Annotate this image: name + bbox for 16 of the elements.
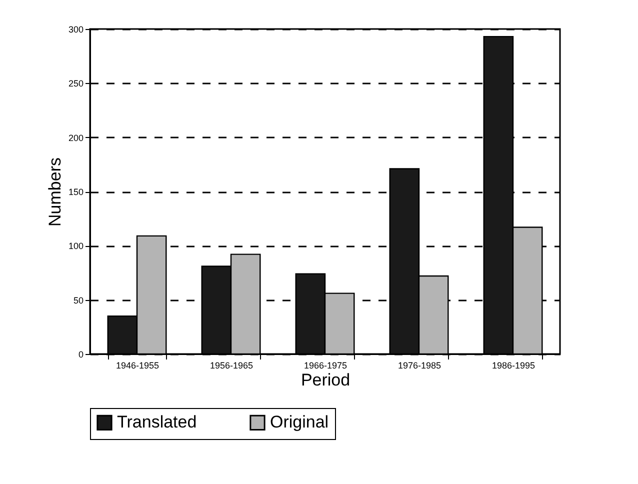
- legend-label: Translated: [117, 412, 197, 432]
- x-tick-label: 1956-1965: [210, 360, 254, 370]
- x-tick-label: 1946-1955: [116, 360, 160, 370]
- y-tick-label: 250: [68, 78, 84, 89]
- x-axis-title: Period: [300, 370, 350, 390]
- x-tick-label: 1986-1995: [492, 360, 536, 370]
- x-tick-label: 1966-1975: [304, 360, 348, 370]
- x-tick-label: 1976-1985: [398, 360, 442, 370]
- y-tick-label: 200: [68, 132, 84, 143]
- legend-label: Original: [270, 412, 329, 432]
- y-tick-label: 100: [68, 241, 84, 252]
- y-tick-label: 0: [78, 350, 84, 360]
- y-axis-title: Numbers: [45, 158, 64, 226]
- y-tick-label: 300: [68, 24, 84, 34]
- y-tick-label: 150: [68, 187, 84, 197]
- y-tick-label: 50: [73, 295, 84, 306]
